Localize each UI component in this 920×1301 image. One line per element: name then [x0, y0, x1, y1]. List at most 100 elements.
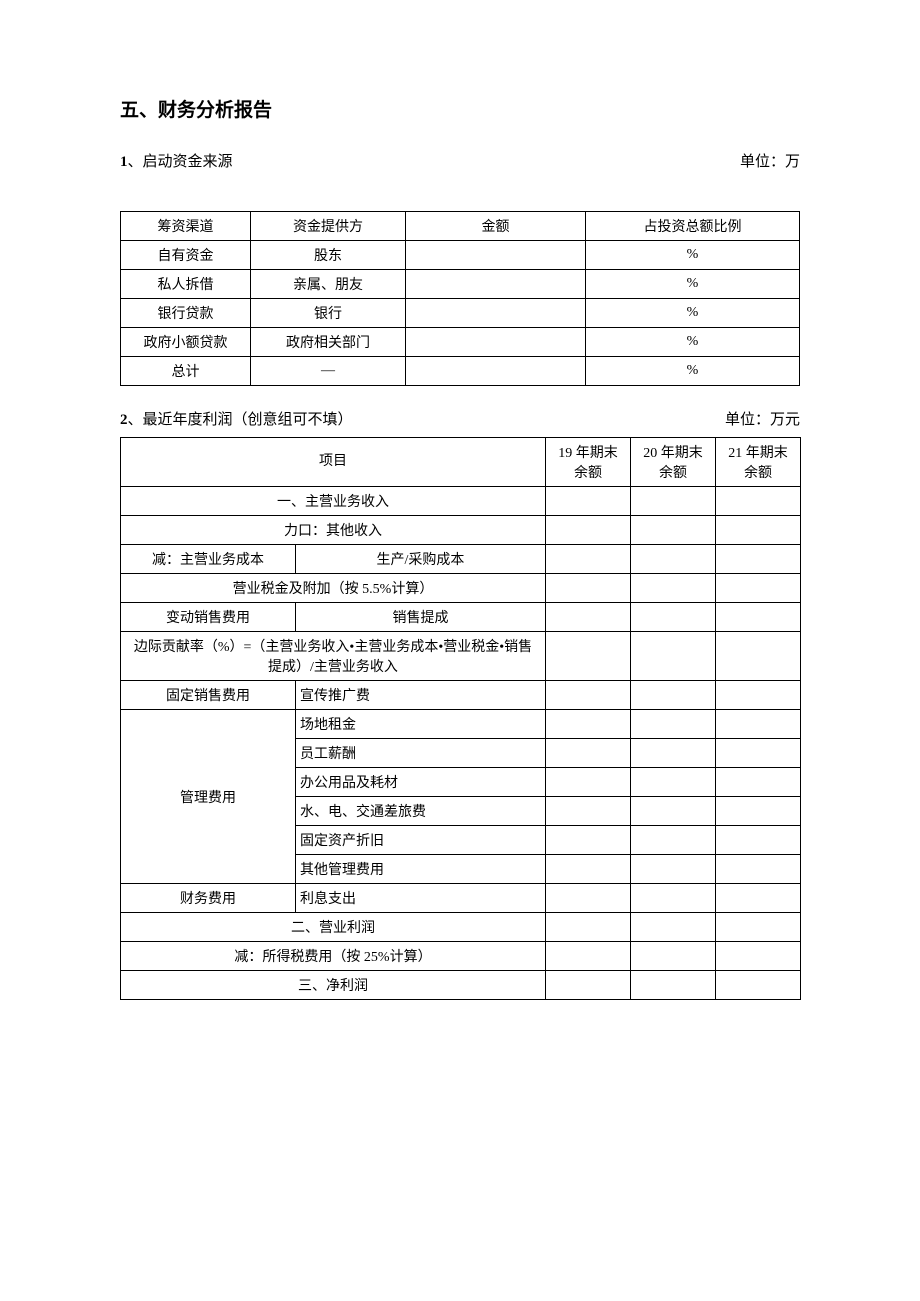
table-row: 财务费用利息支出	[121, 884, 801, 913]
cell-y21	[716, 768, 801, 797]
cell-channel: 银行贷款	[121, 299, 251, 328]
cell-project: 边际贡献率（%）=（主营业务收入•主营业务成本•营业税金•销售提成）/主营业务收…	[121, 632, 546, 681]
table-row: 总计—%	[121, 357, 800, 386]
cell-ratio: %	[586, 241, 800, 270]
cell-y21	[716, 574, 801, 603]
cell-y19	[546, 797, 631, 826]
cell-project-right: 水、电、交通差旅费	[296, 797, 546, 826]
cell-project: 二、营业利润	[121, 913, 546, 942]
cell-amount	[406, 299, 586, 328]
section1-unit: 单位：万	[740, 150, 800, 171]
cell-y20	[631, 739, 716, 768]
section2-unit: 单位：万元	[725, 408, 800, 429]
cell-amount	[406, 357, 586, 386]
table-row: 私人拆借亲属、朋友%	[121, 270, 800, 299]
cell-y21	[716, 942, 801, 971]
table-row: 管理费用场地租金	[121, 710, 801, 739]
cell-project-right: 其他管理费用	[296, 855, 546, 884]
cell-ratio: %	[586, 299, 800, 328]
table-row: 政府小额贷款政府相关部门%	[121, 328, 800, 357]
col-header-provider: 资金提供方	[251, 212, 406, 241]
profit-table: 项目 19 年期末余额 20 年期末余额 21 年期末余额 一、主营业务收入力口…	[120, 437, 801, 1000]
cell-y19	[546, 545, 631, 574]
cell-y21	[716, 739, 801, 768]
table-row: 边际贡献率（%）=（主营业务收入•主营业务成本•营业税金•销售提成）/主营业务收…	[121, 632, 801, 681]
cell-project-right: 场地租金	[296, 710, 546, 739]
cell-y20	[631, 710, 716, 739]
cell-y19	[546, 855, 631, 884]
cell-amount	[406, 270, 586, 299]
cell-ratio: %	[586, 357, 800, 386]
cell-y20	[631, 574, 716, 603]
cell-ratio: %	[586, 328, 800, 357]
cell-y19	[546, 768, 631, 797]
cell-provider: 政府相关部门	[251, 328, 406, 357]
cell-project-right: 办公用品及耗材	[296, 768, 546, 797]
funding-table: 筹资渠道 资金提供方 金额 占投资总额比例 自有资金股东%私人拆借亲属、朋友%银…	[120, 211, 800, 386]
cell-y21	[716, 855, 801, 884]
table-row: 力口：其他收入	[121, 516, 801, 545]
cell-y20	[631, 516, 716, 545]
section2-number: 2	[120, 412, 128, 428]
col-header-year21: 21 年期末余额	[716, 438, 801, 487]
cell-y21	[716, 710, 801, 739]
cell-y19	[546, 487, 631, 516]
cell-y19	[546, 739, 631, 768]
cell-y21	[716, 603, 801, 632]
section1-title: 、启动资金来源	[128, 154, 233, 170]
table-row: 营业税金及附加（按 5.5%计算）	[121, 574, 801, 603]
col-header-channel: 筹资渠道	[121, 212, 251, 241]
cell-project: 三、净利润	[121, 971, 546, 1000]
cell-project-right: 生产/采购成本	[296, 545, 546, 574]
cell-provider: 银行	[251, 299, 406, 328]
cell-y19	[546, 826, 631, 855]
cell-channel: 私人拆借	[121, 270, 251, 299]
cell-y19	[546, 603, 631, 632]
cell-y19	[546, 632, 631, 681]
cell-amount	[406, 328, 586, 357]
section2-header: 2、最近年度利润（创意组可不填） 单位：万元	[120, 408, 800, 429]
cell-y20	[631, 884, 716, 913]
table-row: 固定销售费用宣传推广费	[121, 681, 801, 710]
cell-y19	[546, 710, 631, 739]
cell-y20	[631, 681, 716, 710]
cell-project-right: 固定资产折旧	[296, 826, 546, 855]
table-header-row: 筹资渠道 资金提供方 金额 占投资总额比例	[121, 212, 800, 241]
cell-project: 力口：其他收入	[121, 516, 546, 545]
cell-project-left: 管理费用	[121, 710, 296, 884]
table-row: 二、营业利润	[121, 913, 801, 942]
cell-y21	[716, 632, 801, 681]
cell-y21	[716, 826, 801, 855]
table-row: 三、净利润	[121, 971, 801, 1000]
section1-header: 1、启动资金来源 单位：万	[120, 150, 800, 171]
table-row: 一、主营业务收入	[121, 487, 801, 516]
cell-y19	[546, 942, 631, 971]
cell-y19	[546, 516, 631, 545]
cell-y21	[716, 516, 801, 545]
cell-y19	[546, 574, 631, 603]
cell-y20	[631, 855, 716, 884]
section2-title: 、最近年度利润（创意组可不填）	[128, 412, 353, 428]
col-header-project: 项目	[121, 438, 546, 487]
cell-y20	[631, 913, 716, 942]
cell-amount	[406, 241, 586, 270]
cell-project-left: 变动销售费用	[121, 603, 296, 632]
cell-y21	[716, 797, 801, 826]
cell-ratio: %	[586, 270, 800, 299]
cell-project-right: 宣传推广费	[296, 681, 546, 710]
col-header-ratio: 占投资总额比例	[586, 212, 800, 241]
cell-channel: 政府小额贷款	[121, 328, 251, 357]
cell-y21	[716, 681, 801, 710]
col-header-year19: 19 年期末余额	[546, 438, 631, 487]
table-row: 减：所得税费用（按 25%计算）	[121, 942, 801, 971]
cell-y20	[631, 487, 716, 516]
cell-y19	[546, 971, 631, 1000]
cell-y20	[631, 942, 716, 971]
cell-channel: 总计	[121, 357, 251, 386]
cell-project: 营业税金及附加（按 5.5%计算）	[121, 574, 546, 603]
cell-project: 减：所得税费用（按 25%计算）	[121, 942, 546, 971]
table-row: 变动销售费用销售提成	[121, 603, 801, 632]
cell-project-right: 利息支出	[296, 884, 546, 913]
cell-project: 一、主营业务收入	[121, 487, 546, 516]
cell-y19	[546, 884, 631, 913]
